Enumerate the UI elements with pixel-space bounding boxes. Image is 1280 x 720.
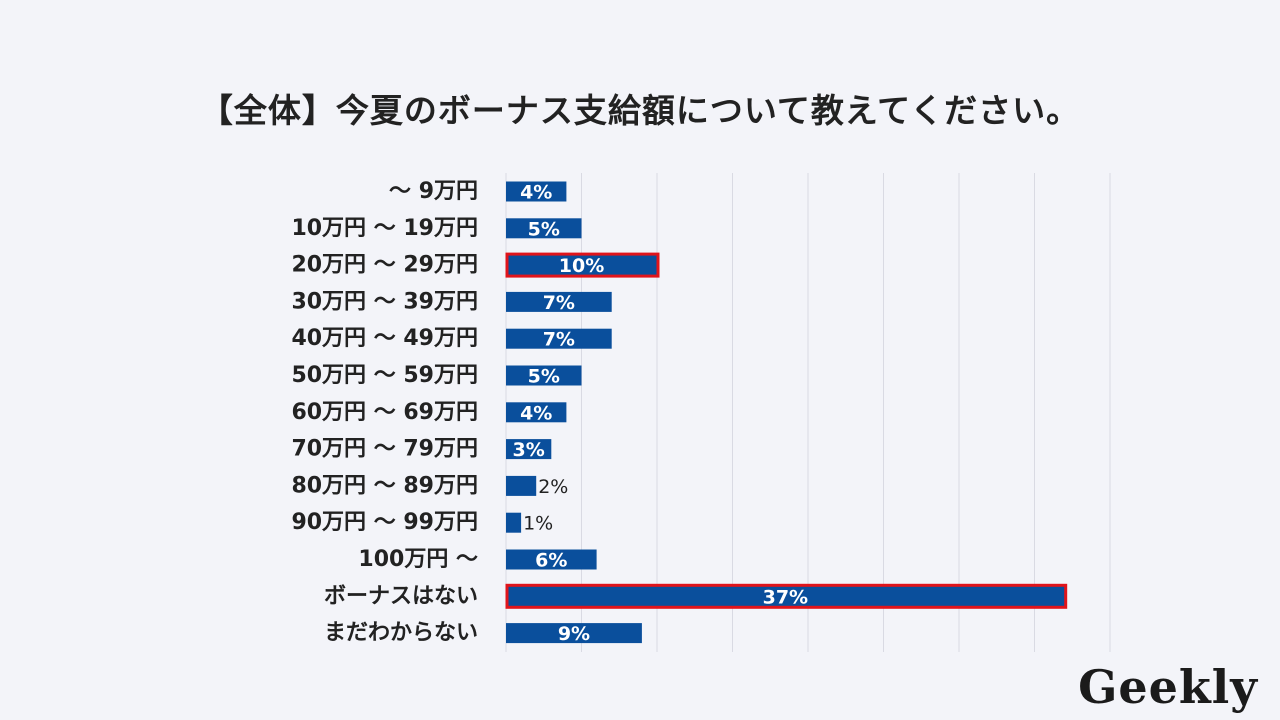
category-label: 90万円 ～ 99万円 [291, 510, 478, 535]
category-label: 40万円 ～ 49万円 [291, 326, 478, 351]
category-label: 100万円 ～ [358, 547, 478, 572]
category-label: 80万円 ～ 89万円 [291, 473, 478, 498]
gridlines [505, 173, 1111, 652]
data-label: 4% [520, 182, 552, 204]
bar [506, 549, 597, 570]
category-label: 50万円 ～ 59万円 [291, 363, 478, 388]
bar [506, 512, 522, 533]
bar [506, 365, 582, 386]
bar [506, 328, 612, 349]
bar [506, 181, 567, 202]
bar [506, 255, 657, 276]
bar [506, 402, 567, 423]
bars [505, 181, 1068, 644]
data-label: 9% [558, 623, 590, 645]
value-labels: 4% 5% 10% 7% 7% 5% 4% 3% 2% 1% 6% 37% 9% [513, 182, 809, 646]
highlight-frame [505, 252, 660, 278]
data-label: 10% [559, 255, 604, 277]
data-label: 7% [543, 292, 575, 314]
category-label: ～ 9万円 [389, 179, 478, 204]
bar [506, 218, 582, 239]
data-label: 4% [520, 402, 552, 424]
bar [506, 291, 612, 312]
data-label: 5% [528, 366, 560, 388]
data-label: 6% [535, 550, 567, 572]
data-label: 2% [538, 476, 568, 498]
data-label: 37% [763, 586, 808, 608]
data-label: 5% [528, 218, 560, 240]
category-labels: ～ 9万円 10万円 ～ 19万円 20万円 ～ 29万円 30万円 ～ 39万円 40… [291, 179, 478, 646]
bar [506, 475, 537, 496]
category-label: 30万円 ～ 39万円 [291, 289, 478, 314]
category-label: まだわからない [324, 621, 478, 646]
bar [506, 623, 642, 644]
category-label: ボーナスはない [324, 584, 478, 609]
category-label: 20万円 ～ 29万円 [291, 253, 478, 278]
data-label: 1% [523, 513, 553, 535]
category-label: 70万円 ～ 79万円 [291, 437, 478, 462]
bar [506, 586, 1065, 607]
geekly-logo: Geekly [1078, 660, 1258, 714]
highlight-frame [505, 583, 1068, 609]
category-label: 10万円 ～ 19万円 [291, 216, 478, 241]
bar [506, 439, 552, 460]
data-label: 3% [513, 439, 545, 461]
data-label: 7% [543, 329, 575, 351]
category-label: 60万円 ～ 69万円 [291, 400, 478, 425]
chart-title: 【全体】今夏のボーナス支給額について教えてください。 [199, 91, 1081, 130]
